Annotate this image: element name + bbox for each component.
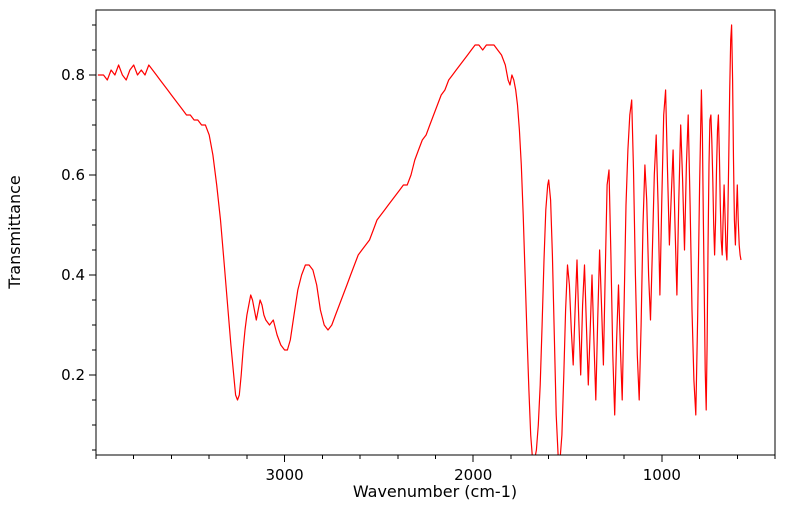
y-tick-label: 0.8 (61, 66, 85, 84)
axis-tick-labels: 3000 2000 1000 0.2 0.4 0.6 0.8 (61, 66, 681, 484)
plot-border (95, 9, 776, 456)
y-axis-label: Transmittance (5, 175, 24, 289)
plot-background (96, 10, 775, 455)
x-axis-label: Wavenumber (cm-1) (353, 482, 517, 501)
major-ticks (89, 74, 663, 462)
y-tick-label: 0.2 (61, 366, 85, 384)
x-tick-label: 3000 (266, 466, 304, 484)
x-tick-label: 2000 (454, 466, 492, 484)
spectrum-line (97, 24, 742, 455)
minor-ticks (92, 24, 776, 459)
y-tick-label: 0.4 (61, 266, 85, 284)
x-tick-label: 1000 (643, 466, 681, 484)
y-tick-label: 0.6 (61, 166, 85, 184)
